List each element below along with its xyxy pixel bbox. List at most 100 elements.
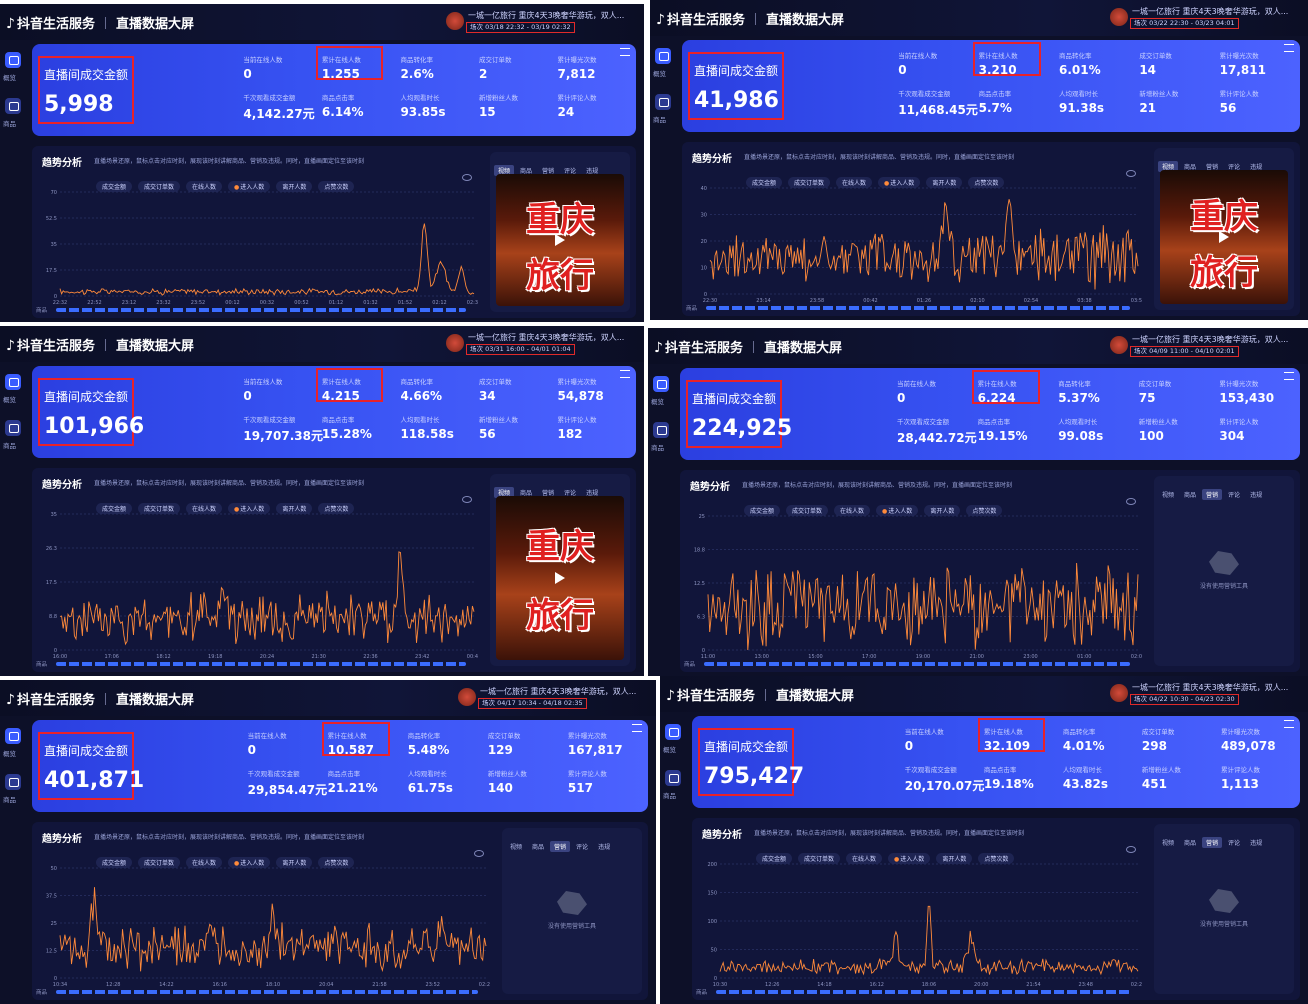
tab-4[interactable]: 违规 [598,844,611,851]
product-icon[interactable] [653,422,669,438]
chip-1[interactable]: 成交订单数 [788,177,831,188]
overview-icon[interactable] [5,374,21,390]
chip-5[interactable]: 点赞次数 [968,177,1005,188]
product-icon[interactable] [655,94,671,110]
tab-2[interactable]: 营销 [1206,164,1219,171]
room-selector[interactable]: 一城一亿旅行 重庆4天3晚奢华游玩，双人... 场次 04/17 10:34 - … [458,686,648,712]
room-selector[interactable]: 一城一亿旅行 重庆4天3晚奢华游玩，双人... 场次 03/31 16:00 - … [446,332,636,358]
chip-2[interactable]: 在线人数 [846,853,883,864]
chip-1[interactable]: 成交订单数 [138,181,181,192]
line-chart[interactable]: 25 18.8 12.5 6.3 011:00 13:00 15:00 17:00 19:00 2… [686,512,1142,666]
chip-3[interactable]: 进入人数 [228,181,271,192]
settings-icon[interactable] [1284,372,1294,380]
eye-icon[interactable] [474,850,484,857]
trend-chart[interactable]: 70 52.5 35 17.5 0 22:32 22:52 23:12 23:32 23:52 00… [38,188,478,312]
eye-icon[interactable] [462,496,472,503]
video-poster[interactable]: 重庆 旅行 [496,496,624,660]
chip-3[interactable]: 进入人数 [228,857,271,868]
tab-1[interactable]: 商品 [520,490,533,497]
chip-2[interactable]: 在线人数 [834,505,871,516]
chip-2[interactable]: 在线人数 [836,177,873,188]
settings-icon[interactable] [632,724,642,732]
settings-icon[interactable] [620,370,630,378]
play-icon[interactable] [555,572,565,584]
tab-2[interactable]: 营销 [1202,489,1223,500]
play-icon[interactable] [555,234,565,246]
tab-4[interactable]: 违规 [1250,492,1263,499]
chip-4[interactable]: 离开人数 [926,177,963,188]
settings-icon[interactable] [1284,44,1294,52]
session-time[interactable]: 场次 04/22 10:30 - 04/23 02:30 [1130,694,1239,705]
chip-4[interactable]: 离开人数 [924,505,961,516]
sidebar-item-overview[interactable]: 概览 [651,398,664,406]
chip-4[interactable]: 离开人数 [936,853,973,864]
tab-0[interactable]: 视频 [1158,161,1179,172]
tab-3[interactable]: 评论 [576,844,589,851]
tab-1[interactable]: 商品 [1184,492,1197,499]
product-timeline[interactable] [56,990,478,994]
line-chart[interactable]: 40 30 20 10 022:30 23:14 23:58 00:42 01:26 02:10 0… [688,184,1142,310]
tab-2[interactable]: 营销 [542,490,555,497]
tab-2[interactable]: 营销 [550,841,571,852]
tab-1[interactable]: 商品 [532,844,545,851]
chip-5[interactable]: 点赞次数 [318,857,355,868]
chip-1[interactable]: 成交订单数 [138,503,181,514]
tab-3[interactable]: 评论 [564,168,577,175]
session-time[interactable]: 场次 04/09 11:00 - 04/10 02:01 [1130,346,1239,357]
chip-0[interactable]: 成交金额 [756,853,793,864]
chip-5[interactable]: 点赞次数 [966,505,1003,516]
video-poster[interactable]: 重庆 旅行 [1160,170,1288,304]
chip-0[interactable]: 成交金额 [744,505,781,516]
sidebar-item-overview[interactable]: 概览 [3,396,16,404]
sidebar-item-product[interactable]: 商品 [3,796,16,804]
tab-3[interactable]: 评论 [1228,840,1241,847]
product-icon[interactable] [665,770,681,786]
room-selector[interactable]: 一城一亿旅行 重庆4天3晚奢华游玩，双人... 场次 04/09 11:00 - … [1110,334,1300,360]
trend-chart[interactable]: 50 37.5 25 12.5 0 10:34 12:28 14:22 16:16 18:10 20… [38,864,490,994]
chip-4[interactable]: 离开人数 [276,181,313,192]
chip-2[interactable]: 在线人数 [186,503,223,514]
eye-icon[interactable] [1126,498,1136,505]
tab-4[interactable]: 违规 [1250,164,1263,171]
trend-chart[interactable]: 35 26.3 17.5 8.8 0 16:00 17:06 18:12 19:18 20:24 2… [38,510,478,666]
product-timeline[interactable] [704,662,1130,666]
session-time[interactable]: 场次 04/17 10:34 - 04/18 02:35 [478,698,587,709]
chip-3[interactable]: 进入人数 [888,853,931,864]
line-chart[interactable]: 35 26.3 17.5 8.8 016:00 17:06 18:12 19:18 20:24 2… [38,510,478,666]
tab-0[interactable]: 视频 [1162,840,1175,847]
tab-2[interactable]: 营销 [542,168,555,175]
chip-0[interactable]: 成交金额 [96,181,133,192]
room-selector[interactable]: 一城一亿旅行 重庆4天3晚奢华游玩，双人... 场次 03/22 22:30 - … [1110,6,1300,32]
tab-0[interactable]: 视频 [510,844,523,851]
session-time[interactable]: 场次 03/18 22:32 - 03/19 02:32 [466,22,575,33]
session-time[interactable]: 场次 03/22 22:30 - 03/23 04:01 [1130,18,1239,29]
chip-3[interactable]: 进入人数 [876,505,919,516]
tab-4[interactable]: 违规 [1250,840,1263,847]
tab-4[interactable]: 违规 [586,168,599,175]
tab-1[interactable]: 商品 [1184,840,1197,847]
chip-5[interactable]: 点赞次数 [978,853,1015,864]
tab-1[interactable]: 商品 [1184,164,1197,171]
chip-2[interactable]: 在线人数 [186,181,223,192]
product-timeline[interactable] [56,662,466,666]
line-chart[interactable]: 70 52.5 35 17.5 022:32 22:52 23:12 23:32 23:52 00… [38,188,478,312]
chip-4[interactable]: 离开人数 [276,503,313,514]
sidebar-item-overview[interactable]: 概览 [3,74,16,82]
tab-0[interactable]: 视频 [1162,492,1175,499]
sidebar-item-overview[interactable]: 概览 [653,70,666,78]
tab-0[interactable]: 视频 [494,165,515,176]
settings-icon[interactable] [1284,720,1294,728]
chip-3[interactable]: 进入人数 [228,503,271,514]
overview-icon[interactable] [5,52,21,68]
tab-3[interactable]: 评论 [1228,492,1241,499]
line-chart[interactable]: 50 37.5 25 12.5 010:34 12:28 14:22 16:16 18:10 20… [38,864,490,994]
overview-icon[interactable] [653,376,669,392]
tab-3[interactable]: 评论 [1228,164,1241,171]
trend-chart[interactable]: 200 150 100 50 0 10:30 12:26 14:18 16:12 18:06 20:… [698,860,1142,994]
tab-3[interactable]: 评论 [564,490,577,497]
tab-0[interactable]: 视频 [494,487,515,498]
video-poster[interactable]: 重庆 旅行 [496,174,624,306]
product-icon[interactable] [5,420,21,436]
eye-icon[interactable] [1126,170,1136,177]
overview-icon[interactable] [665,724,681,740]
